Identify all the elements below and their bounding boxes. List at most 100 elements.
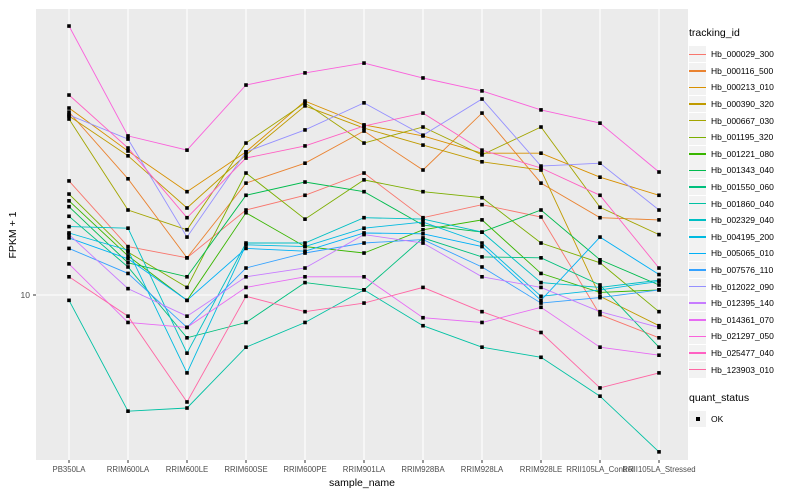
legend-item-label: Hb_014361_070 — [711, 314, 774, 325]
legend-item: Hb_021297_050 — [689, 328, 799, 345]
data-point — [421, 133, 425, 137]
data-point — [657, 193, 661, 198]
data-point — [244, 150, 248, 154]
data-point — [185, 314, 189, 318]
data-point — [244, 208, 248, 212]
legend-key-swatch — [689, 262, 706, 279]
data-point — [185, 206, 189, 210]
data-point — [185, 189, 189, 194]
legend-key-swatch — [689, 96, 706, 113]
data-point — [185, 325, 189, 330]
data-point — [598, 258, 602, 262]
data-point — [539, 166, 543, 170]
data-point — [185, 298, 189, 303]
data-point — [244, 210, 248, 215]
data-point — [362, 274, 366, 279]
series-color-line-icon — [689, 236, 706, 238]
data-point — [303, 101, 307, 105]
data-point — [657, 353, 661, 357]
data-point — [67, 199, 71, 203]
data-point — [421, 111, 425, 115]
data-point — [67, 24, 71, 28]
legend-key-swatch — [689, 129, 706, 146]
x-tick-label: RRIM600SE — [224, 465, 267, 474]
legend-item-label: Hb_005065_010 — [711, 248, 774, 259]
legend-key-swatch — [689, 195, 706, 212]
data-point — [598, 288, 602, 292]
data-point — [67, 214, 71, 219]
data-point — [303, 280, 307, 285]
legend-key-swatch — [689, 145, 706, 162]
legend-key-swatch — [689, 328, 706, 345]
legend-item-label: Hb_012395_140 — [711, 298, 774, 309]
data-point — [185, 371, 189, 375]
data-point — [67, 262, 71, 266]
legend-item-label: Hb_021297_050 — [711, 331, 774, 342]
legend-item: Hb_025477_040 — [689, 344, 799, 362]
data-point — [67, 179, 71, 183]
data-point — [303, 241, 307, 245]
data-point — [67, 274, 71, 279]
data-point — [539, 151, 543, 155]
data-point — [480, 345, 484, 349]
legend-item: Hb_012022_090 — [689, 278, 799, 295]
legend-key-swatch — [689, 179, 706, 196]
data-point — [657, 208, 661, 212]
data-point — [421, 231, 425, 236]
data-point — [539, 181, 543, 185]
data-point — [362, 241, 366, 245]
legend-key-swatch — [689, 295, 706, 312]
data-point — [598, 161, 602, 166]
legend-item-label: OK — [711, 414, 724, 425]
series-color-line-icon — [689, 153, 706, 155]
data-point — [480, 195, 484, 200]
series-color-line-icon — [689, 368, 706, 371]
data-point — [126, 265, 130, 269]
data-point — [185, 235, 189, 239]
data-point — [539, 294, 543, 299]
x-tick-label: RRIM901LA — [343, 465, 386, 474]
legend-item: Hb_000390_320 — [689, 96, 799, 113]
data-point — [303, 128, 307, 132]
legend-item-label: Hb_001343_040 — [711, 165, 774, 176]
data-point — [480, 309, 484, 314]
legend-item-label: Hb_002329_040 — [711, 215, 774, 226]
data-point — [244, 83, 248, 87]
legend-item: Hb_000029_300 — [689, 46, 799, 63]
data-point — [303, 249, 307, 253]
data-point — [598, 394, 602, 398]
data-point — [539, 215, 543, 219]
data-point — [126, 137, 130, 141]
data-point — [303, 71, 307, 75]
data-point — [539, 164, 543, 168]
legend-item: Hb_001195_320 — [689, 129, 799, 146]
data-point — [421, 168, 425, 172]
x-tick-label: RRIM600PE — [283, 465, 326, 474]
x-tick-label: RRIM928BA — [401, 465, 445, 474]
data-point — [67, 232, 71, 237]
x-tick-label: RRIM600LA — [107, 465, 150, 474]
legend-title-tracking-id: tracking_id — [689, 27, 740, 39]
data-point — [244, 193, 248, 198]
legend-key-swatch — [689, 311, 706, 328]
legend-item: Hb_001550_060 — [689, 179, 799, 196]
legend-key-swatch — [689, 245, 706, 262]
data-point — [598, 312, 602, 317]
legend-item-label: Hb_001221_080 — [711, 148, 774, 159]
data-point — [421, 125, 425, 129]
data-point — [362, 189, 366, 194]
data-point — [67, 93, 71, 97]
legend: tracking_id Hb_000029_300 Hb_000116_500 Hb… — [689, 27, 799, 428]
data-point — [480, 244, 484, 249]
data-point — [67, 204, 71, 209]
data-point — [244, 320, 248, 325]
data-point — [185, 227, 189, 232]
data-point — [598, 121, 602, 125]
legend-item: Hb_000667_030 — [689, 112, 799, 129]
legend-key-swatch — [689, 212, 706, 229]
data-point — [126, 248, 130, 253]
data-point — [185, 336, 189, 340]
legend-item: Hb_012395_140 — [689, 295, 799, 312]
black-square-marker-icon — [695, 417, 700, 422]
data-point — [480, 111, 484, 115]
